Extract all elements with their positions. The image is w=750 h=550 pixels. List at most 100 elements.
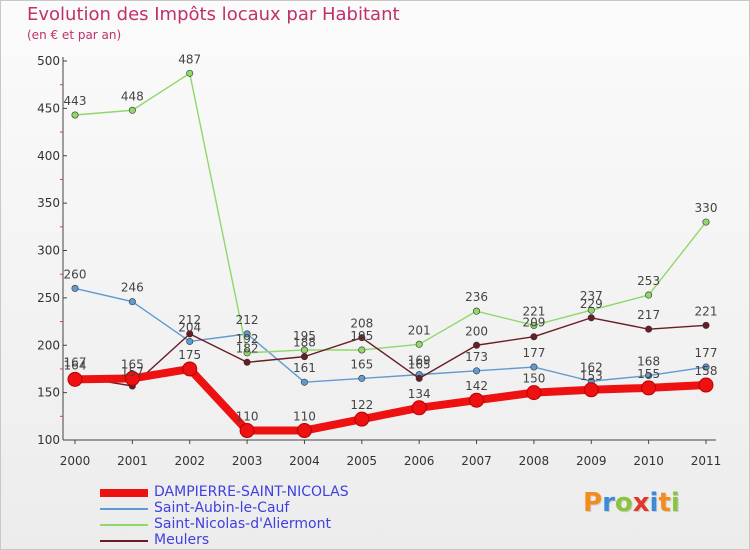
data-label: 177 <box>695 346 718 360</box>
proxiti-logo: Proxiti <box>583 488 680 518</box>
data-point <box>67 371 83 387</box>
y-tick-label: 500 <box>37 54 60 68</box>
legend-label: DAMPIERRE-SAINT-NICOLAS <box>154 484 349 500</box>
data-point <box>415 340 423 348</box>
data-label: 150 <box>522 372 545 386</box>
data-point <box>358 346 366 354</box>
data-label: 110 <box>293 410 316 424</box>
logo-letter: i <box>649 488 659 518</box>
data-point <box>473 367 481 375</box>
data-point <box>186 69 194 77</box>
data-point <box>645 291 653 299</box>
x-tick-label: 2011 <box>691 454 722 468</box>
data-label: 164 <box>64 358 87 372</box>
data-point <box>645 325 653 333</box>
data-point <box>300 378 308 386</box>
data-label: 192 <box>236 332 259 346</box>
data-label: 237 <box>580 289 603 303</box>
data-point <box>354 411 370 427</box>
legend-item-saint-aubin[interactable]: Saint-Aubin-le-Cauf <box>100 500 400 516</box>
logo-letter: i <box>670 488 680 518</box>
data-point <box>71 111 79 119</box>
data-point <box>698 377 714 393</box>
data-label: 167 <box>64 356 87 370</box>
data-point <box>702 321 710 329</box>
chart-title: Evolution des Impôts locaux par Habitant <box>27 4 400 25</box>
legend-item-saint-nicolas[interactable]: Saint-Nicolas-d'Aliermont <box>100 516 400 532</box>
x-tick-label: 2007 <box>461 454 492 468</box>
data-label: 443 <box>64 94 87 108</box>
data-label: 177 <box>522 346 545 360</box>
x-tick-label: 2001 <box>117 454 148 468</box>
data-label: 448 <box>121 89 144 103</box>
data-label: 200 <box>465 324 488 338</box>
series-line <box>74 317 707 387</box>
legend-label: Saint-Aubin-le-Cauf <box>154 500 290 516</box>
data-label: 110 <box>236 410 259 424</box>
x-tick-label: 2010 <box>633 454 664 468</box>
x-tick-label: 2008 <box>519 454 550 468</box>
data-label: 165 <box>121 357 144 371</box>
data-point <box>469 392 485 408</box>
data-label: 157 <box>121 365 144 379</box>
data-label: 173 <box>465 350 488 364</box>
x-tick-label: 2003 <box>232 454 263 468</box>
legend: DAMPIERRE-SAINT-NICOLAS Saint-Aubin-le-C… <box>100 484 400 548</box>
data-point <box>473 341 481 349</box>
data-label: 212 <box>236 313 259 327</box>
data-point <box>239 423 255 439</box>
data-label: 209 <box>522 316 545 330</box>
data-label: 161 <box>293 361 316 375</box>
data-point <box>300 353 308 361</box>
data-label: 134 <box>408 387 431 401</box>
data-point <box>186 330 194 338</box>
data-point <box>415 374 423 382</box>
data-point <box>182 361 198 377</box>
x-tick-label: 2005 <box>347 454 378 468</box>
data-point <box>358 334 366 342</box>
data-point <box>530 321 538 329</box>
legend-swatch-meulers <box>100 540 148 542</box>
data-label: 236 <box>465 290 488 304</box>
data-point <box>358 374 366 382</box>
data-point <box>296 423 312 439</box>
data-label: 188 <box>293 336 316 350</box>
y-tick-label: 200 <box>37 338 60 352</box>
data-point <box>583 382 599 398</box>
y-tick-label: 250 <box>37 291 60 305</box>
legend-swatch-saint-aubin <box>100 508 148 510</box>
logo-letter: o <box>614 488 633 518</box>
data-label: 212 <box>178 313 201 327</box>
data-point <box>641 380 657 396</box>
x-tick-label: 2009 <box>576 454 607 468</box>
legend-item-dampierre[interactable]: DAMPIERRE-SAINT-NICOLAS <box>100 484 400 500</box>
data-point <box>128 106 136 114</box>
data-point <box>702 218 710 226</box>
series-line <box>74 72 707 354</box>
x-tick-label: 2006 <box>404 454 435 468</box>
data-label: 162 <box>580 360 603 374</box>
legend-label: Meulers <box>154 532 210 548</box>
data-point <box>71 284 79 292</box>
legend-swatch-saint-nicolas <box>100 524 148 526</box>
data-label: 204 <box>178 320 201 334</box>
logo-letter: x <box>632 488 650 518</box>
data-label: 153 <box>580 369 603 383</box>
data-label: 201 <box>408 323 431 337</box>
data-label: 330 <box>695 201 718 215</box>
legend-item-meulers[interactable]: Meulers <box>100 532 400 548</box>
data-label: 155 <box>637 367 660 381</box>
series-line <box>71 364 710 435</box>
y-tick-label: 100 <box>37 433 60 447</box>
data-label: 195 <box>350 329 373 343</box>
data-point <box>587 314 595 322</box>
data-point <box>473 307 481 315</box>
data-point <box>243 358 251 366</box>
logo-letter: t <box>658 488 671 518</box>
logo-letter: r <box>602 488 615 518</box>
x-tick-label: 2002 <box>174 454 205 468</box>
data-point <box>526 385 542 401</box>
chart-subtitle: (en € et par an) <box>27 28 122 42</box>
